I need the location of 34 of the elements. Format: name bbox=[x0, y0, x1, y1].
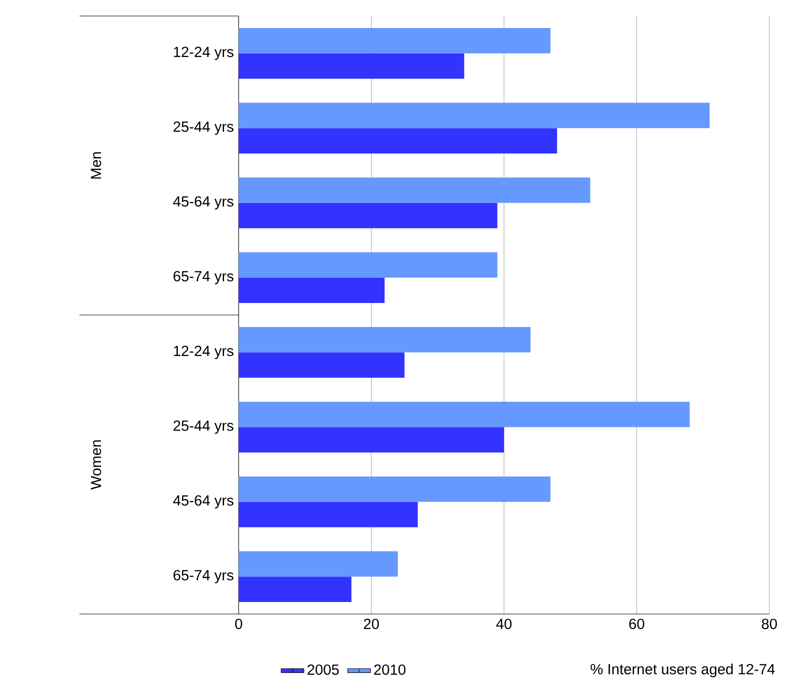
x-tick-label: 0 bbox=[235, 618, 242, 630]
bar bbox=[238, 252, 498, 278]
x-tick-label: 40 bbox=[496, 618, 512, 630]
bar bbox=[238, 53, 464, 79]
text: Men bbox=[90, 152, 102, 179]
bar bbox=[238, 476, 550, 502]
x-tick-label: 20 bbox=[364, 618, 379, 630]
x-axis-title: % Internet users aged 12-74 bbox=[590, 664, 775, 678]
x-tick-label: 80 bbox=[762, 618, 777, 630]
bar bbox=[238, 326, 531, 352]
bar bbox=[238, 128, 558, 154]
bar bbox=[238, 202, 498, 228]
y-tick-label: 12-24 yrs bbox=[174, 46, 234, 60]
bar bbox=[238, 352, 404, 378]
bar bbox=[238, 102, 710, 128]
legend-label: 2010 bbox=[374, 664, 406, 675]
bar bbox=[238, 427, 504, 453]
text: Women bbox=[90, 440, 102, 490]
legend-label: 2005 bbox=[308, 664, 339, 675]
bar bbox=[238, 402, 690, 428]
bar bbox=[238, 177, 590, 203]
y-tick-label: 25-44 yrs bbox=[174, 122, 234, 135]
y-tick-label: 12-24 yrs bbox=[174, 346, 234, 360]
bar bbox=[238, 278, 385, 304]
x-tick-label: 60 bbox=[629, 618, 644, 630]
bar bbox=[238, 502, 418, 528]
y-tick-label: 65-74 yrs bbox=[174, 271, 234, 284]
y-tick-label: 65-74 yrs bbox=[174, 570, 234, 584]
y-tick-label: 25-44 yrs bbox=[174, 420, 234, 434]
bar bbox=[238, 551, 398, 577]
y-tick-label: 45-64 yrs bbox=[173, 196, 234, 210]
bar bbox=[238, 28, 550, 54]
bar bbox=[238, 576, 352, 602]
y-tick-label: 45-64 yrs bbox=[173, 495, 234, 509]
